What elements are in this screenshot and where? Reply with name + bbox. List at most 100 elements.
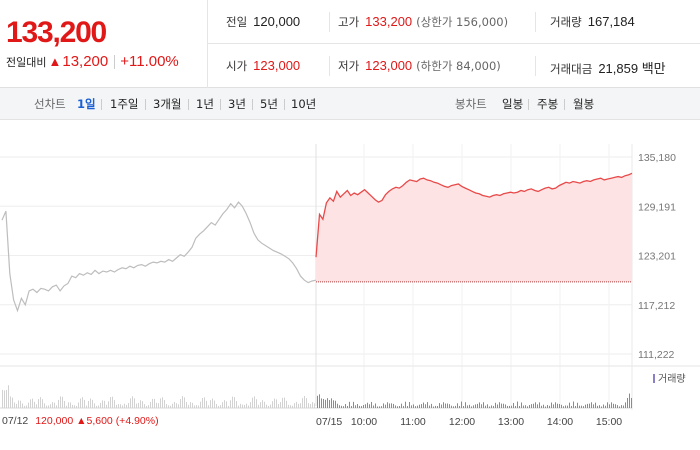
volume-bar	[613, 403, 614, 408]
volume-bar	[242, 404, 243, 408]
tab-daily-candle[interactable]: 일봉	[502, 97, 524, 111]
volume-bar	[473, 405, 474, 408]
volume-bar	[166, 404, 167, 408]
volume-bar	[425, 404, 426, 408]
divider	[220, 99, 221, 110]
volume-bar	[178, 404, 179, 408]
volume-bar	[363, 404, 364, 408]
volume-bar	[208, 405, 209, 408]
volume-bar	[511, 405, 512, 408]
volume-bar	[288, 404, 289, 408]
volume-bar	[136, 403, 137, 408]
tab-1day[interactable]: 1일	[77, 97, 96, 111]
volume-bar	[314, 403, 315, 408]
high-stat: 고가 133,200 (상한가 156,000)	[338, 14, 508, 30]
tab-weekly-candle[interactable]: 주봉	[537, 97, 559, 111]
x-tick-label: 11:00	[400, 416, 426, 428]
volume-bar	[248, 405, 249, 408]
volume-bar	[393, 403, 394, 408]
high-value: 133,200	[365, 14, 413, 29]
volume-bar	[585, 404, 586, 408]
current-price: 133,200	[6, 16, 107, 49]
volume-bars	[2, 385, 632, 408]
volume-bar	[216, 404, 217, 408]
volume-bar	[401, 403, 402, 408]
volume-bar	[419, 404, 420, 408]
prev-day-close: 120,000	[35, 415, 74, 427]
tab-5years[interactable]: 5년	[260, 97, 278, 111]
volume-bar	[621, 405, 622, 408]
volume-bar	[58, 399, 59, 408]
volume-bar	[102, 400, 103, 408]
volume-bar	[507, 405, 508, 408]
volume-bar	[479, 402, 480, 408]
volume-bar	[6, 390, 7, 408]
volume-bar	[537, 404, 538, 408]
tab-3months[interactable]: 3개월	[153, 97, 182, 111]
volume-bar	[503, 403, 504, 408]
volume-bar	[593, 404, 594, 408]
volume-bar	[44, 403, 45, 408]
volume-bar	[162, 397, 163, 408]
volume-bar	[26, 405, 27, 408]
divider	[329, 12, 330, 32]
volume-bar	[373, 405, 374, 408]
tab-10years[interactable]: 10년	[291, 97, 317, 111]
volume-bar	[461, 401, 462, 408]
volume-bar	[475, 404, 476, 408]
volume-bar	[427, 402, 428, 408]
volume-bar	[234, 397, 235, 408]
volume-bar	[42, 399, 43, 408]
divider	[528, 99, 529, 110]
volume-bar	[601, 406, 602, 408]
volume-bar	[605, 405, 606, 408]
divider	[329, 56, 330, 76]
change-label: 전일대비	[6, 55, 47, 69]
volume-bar	[220, 405, 221, 408]
volume-bar	[48, 405, 49, 408]
prev-day-date: 07/12	[2, 415, 29, 427]
volume-bar	[196, 405, 197, 408]
volume-bar	[341, 405, 342, 408]
volume-bar	[250, 402, 251, 408]
volume-bar	[563, 406, 564, 408]
volume-bar	[571, 405, 572, 408]
tab-1year[interactable]: 1년	[196, 97, 214, 111]
volume-bar	[224, 400, 225, 408]
volume-bar	[323, 398, 324, 408]
volume-bar	[439, 403, 440, 408]
volume-bar	[284, 397, 285, 408]
volume-bar	[567, 405, 568, 408]
volume-bar	[70, 402, 71, 408]
volume-bar	[351, 406, 352, 408]
volume-bar	[369, 404, 370, 408]
volume-bar	[561, 404, 562, 408]
volume-bar	[389, 403, 390, 408]
volume-bar	[477, 403, 478, 408]
volume-bar	[24, 405, 25, 408]
volume-bar	[491, 405, 492, 408]
volume-bar	[449, 404, 450, 408]
volume-bar	[218, 405, 219, 408]
volume-bar	[270, 404, 271, 408]
volume-bar	[276, 399, 277, 408]
volume-bar	[535, 402, 536, 408]
volume-bar	[116, 404, 117, 408]
today-area	[316, 173, 632, 282]
prev-day-change: ▲5,600	[76, 415, 113, 427]
volume-bar	[413, 404, 414, 408]
volume-bar	[367, 402, 368, 408]
volume-bar	[335, 400, 336, 408]
volume-bar	[130, 398, 131, 408]
volume-bar	[421, 404, 422, 408]
tab-monthly-candle[interactable]: 월봉	[573, 97, 595, 111]
volume-bar	[549, 405, 550, 408]
tab-3years[interactable]: 3년	[228, 97, 246, 111]
prev-close-label: 전일	[226, 15, 248, 29]
volume-bar	[325, 399, 326, 408]
tab-1week[interactable]: 1주일	[110, 97, 139, 111]
volume-bar	[317, 395, 318, 408]
x-tick-label: 12:00	[449, 416, 475, 428]
volume-bar	[397, 406, 398, 408]
volume-bar	[72, 404, 73, 408]
